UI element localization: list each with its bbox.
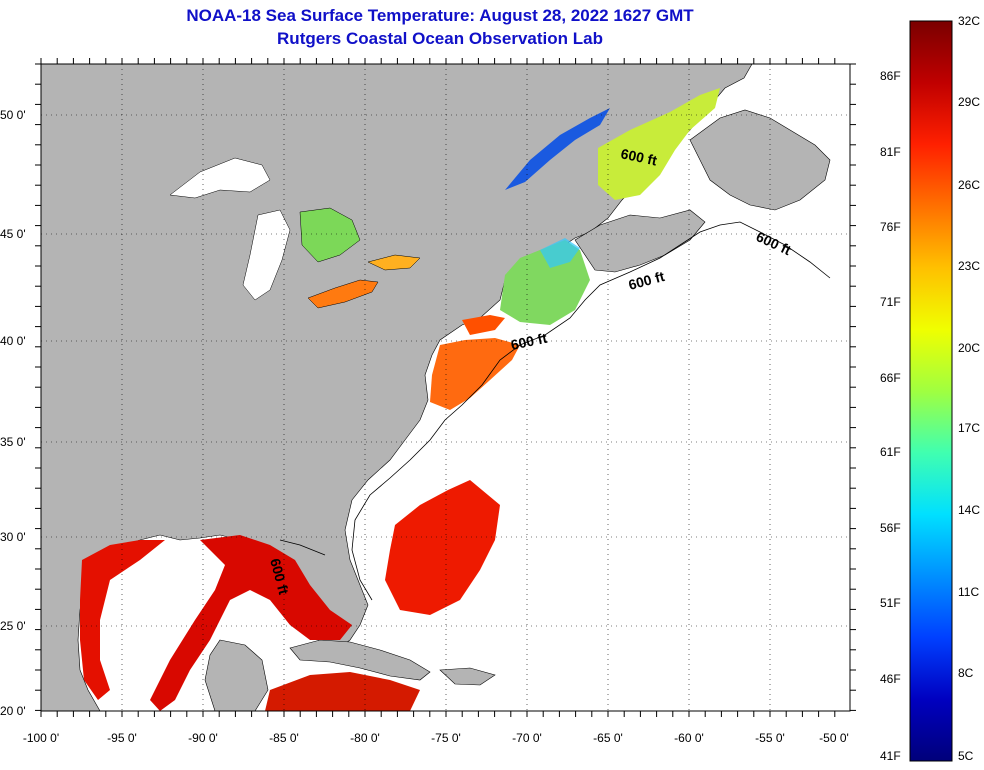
lon-label: -70 0' (512, 731, 542, 745)
map-subtitle: Rutgers Coastal Ocean Observation Lab (277, 29, 603, 48)
lon-label: -95 0' (107, 731, 137, 745)
fahrenheit-label: 81F (880, 145, 901, 159)
lat-label: 25 0' (0, 619, 26, 633)
fahrenheit-label: 66F (880, 371, 901, 385)
lon-label: -55 0' (755, 731, 785, 745)
contour-label-600ft: 600 ft (509, 330, 548, 353)
celsius-label: 8C (958, 666, 974, 680)
fahrenheit-label: 46F (880, 672, 901, 686)
fahrenheit-label: 51F (880, 596, 901, 610)
celsius-label: 17C (958, 421, 980, 435)
sst-gulf-st-lawrence (598, 88, 720, 200)
celsius-label: 32C (958, 14, 980, 28)
lake-superior (169, 157, 271, 199)
lat-label: 35 0' (0, 435, 26, 449)
lon-label: -90 0' (188, 731, 218, 745)
lat-label: 50 0' (0, 108, 26, 122)
celsius-label: 26C (958, 178, 980, 192)
lon-label: -85 0' (269, 731, 299, 745)
fahrenheit-label: 61F (880, 445, 901, 459)
fahrenheit-label: 56F (880, 521, 901, 535)
land-yucatan (204, 639, 269, 711)
fahrenheit-label: 76F (880, 220, 901, 234)
contour-label-600ft: 600 ft (619, 145, 658, 168)
lat-label: 30 0' (0, 530, 26, 544)
contour-600ft-line (279, 221, 831, 601)
lake-michigan (242, 209, 291, 301)
celsius-label: 29C (958, 95, 980, 109)
sst-caribbean (265, 672, 420, 711)
sst-mid-atlantic (430, 338, 520, 410)
sst-gulf-mexico-east (150, 535, 352, 711)
sst-gulf-mexico-west (80, 540, 165, 700)
land-hispaniola (439, 667, 496, 686)
sst-southeast-atlantic (385, 480, 500, 615)
fahrenheit-label: 41F (880, 749, 901, 763)
longitude-labels: -100 0' -95 0' -90 0' -85 0' -80 0' -75 … (23, 731, 849, 745)
land-cuba (289, 639, 431, 681)
land-newfoundland (689, 109, 831, 211)
lake-ontario (367, 254, 421, 271)
map-title: NOAA-18 Sea Surface Temperature: August … (186, 6, 694, 25)
colorbar-fahrenheit-labels: 86F 81F 76F 71F 66F 61F 56F 51F 46F 41F (880, 69, 901, 763)
lon-label: -60 0' (674, 731, 704, 745)
celsius-label: 14C (958, 503, 980, 517)
celsius-label: 23C (958, 259, 980, 273)
lat-label: 20 0' (0, 704, 26, 718)
fahrenheit-label: 86F (880, 69, 901, 83)
lon-label: -50 0' (819, 731, 849, 745)
celsius-label: 11C (958, 585, 979, 599)
temperature-colorbar (909, 20, 953, 762)
sst-st-lawrence-estuary (505, 108, 610, 190)
colorbar-celsius-labels: 32C 29C 26C 23C 20C 17C 14C 11C 8C 5C (958, 14, 980, 763)
sst-gulf-of-maine-cool (540, 238, 580, 268)
celsius-label: 20C (958, 341, 980, 355)
lon-label: -65 0' (593, 731, 623, 745)
map-content (41, 64, 831, 711)
fahrenheit-label: 71F (880, 295, 901, 309)
lat-label: 40 0' (0, 334, 26, 348)
lon-label: -75 0' (431, 731, 461, 745)
lon-label: -100 0' (23, 731, 59, 745)
lake-erie (307, 279, 379, 309)
lon-label: -80 0' (350, 731, 380, 745)
land-nova-scotia (574, 209, 706, 273)
sst-long-island (462, 315, 505, 335)
celsius-label: 5C (958, 749, 974, 763)
latitude-labels: 50 0' 45 0' 40 0' 35 0' 30 0' 25 0' 20 0… (0, 108, 26, 718)
lake-huron (299, 207, 361, 263)
map-ticks (35, 58, 856, 717)
lat-label: 45 0' (0, 227, 26, 241)
